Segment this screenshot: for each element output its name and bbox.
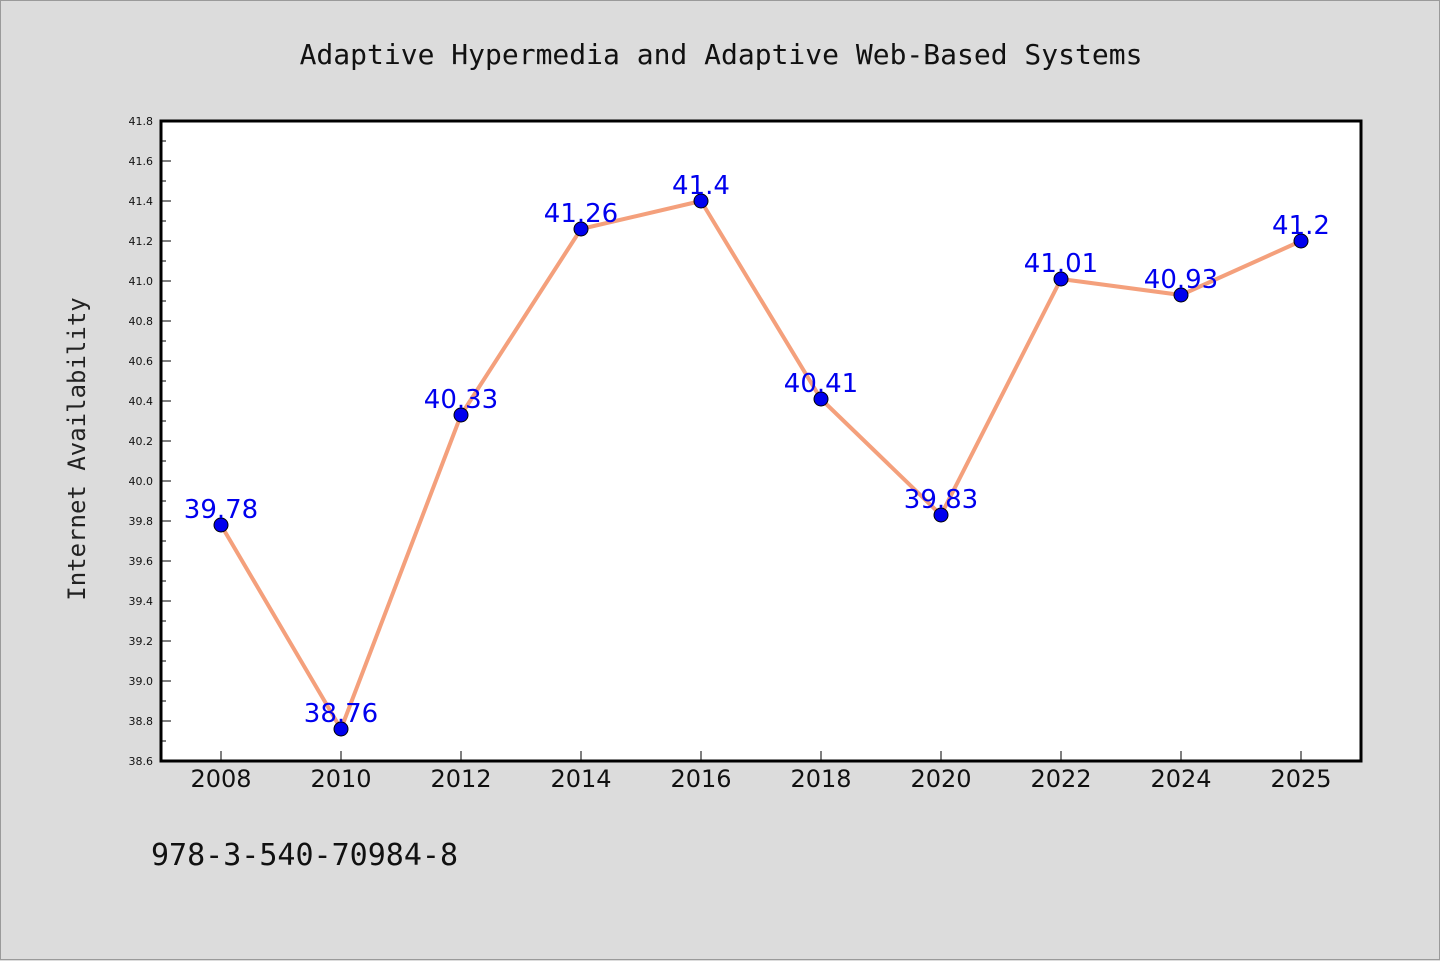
x-tick-label: 2008 [190,765,251,793]
x-tick-label: 2016 [670,765,731,793]
plot-area [161,121,1361,761]
data-value-label: 39.78 [184,495,258,525]
y-tick-label: 41.8 [129,115,154,128]
data-value-label: 41.01 [1024,249,1098,279]
y-axis-label: Internet Availability [63,297,91,600]
y-tick-label: 39.8 [129,515,154,528]
y-tick-label: 41.2 [129,235,154,248]
tick-layer: 38.6 38.8 39.0 39.2 39.4 39.6 39.8 40.0 40.2 40.4… [129,115,1332,793]
data-point [1293,233,1309,249]
data-value-label: 41.26 [544,199,618,229]
y-tick-label: 41.0 [129,275,154,288]
y-tick-label: 39.2 [129,635,154,648]
x-tick-label: 2018 [790,765,851,793]
data-point [1053,271,1069,287]
y-tick-label: 41.6 [129,155,154,168]
x-tick-label: 2012 [430,765,491,793]
y-tick-label: 38.6 [129,755,154,768]
data-point [933,507,949,523]
x-tick-label: 2010 [310,765,371,793]
data-value-label: 38.76 [304,699,378,729]
data-point [453,407,469,423]
y-tick-label: 40.2 [129,435,154,448]
y-tick-label: 40.4 [129,395,154,408]
x-tick-label: 2025 [1270,765,1331,793]
y-tick-label: 40.6 [129,355,154,368]
y-tick-label: 38.8 [129,715,154,728]
marker-layer [213,193,1309,737]
y-tick-label: 39.0 [129,675,154,688]
data-point [213,517,229,533]
x-tick-label: 2020 [910,765,971,793]
data-point [333,721,349,737]
data-point [693,193,709,209]
y-tick-label: 40.0 [129,475,154,488]
data-value-label: 40.93 [1144,265,1218,295]
data-point [813,391,829,407]
data-label-layer: 39.78 38.76 40.33 41.26 41.4 40.41 39.83 41.01 4… [184,171,1330,729]
x-tick-label: 2022 [1030,765,1091,793]
footer-isbn: 978-3-540-70984-8 [151,838,458,873]
x-tick-label: 2024 [1150,765,1211,793]
data-point [1173,287,1189,303]
data-point [573,221,589,237]
y-tick-label: 39.6 [129,555,154,568]
data-value-label: 41.4 [672,171,730,201]
y-tick-label: 40.8 [129,315,154,328]
series-line [219,199,1302,731]
data-value-label: 41.2 [1272,211,1330,241]
x-tick-label: 2014 [550,765,611,793]
y-tick-label: 39.4 [129,595,154,608]
plot-border [159,119,1363,763]
data-value-label: 40.33 [424,385,498,415]
data-value-label: 39.83 [904,485,978,515]
data-value-label: 40.41 [784,369,858,399]
chart-title: Adaptive Hypermedia and Adaptive Web-Bas… [300,38,1143,71]
y-tick-label: 41.4 [129,195,154,208]
